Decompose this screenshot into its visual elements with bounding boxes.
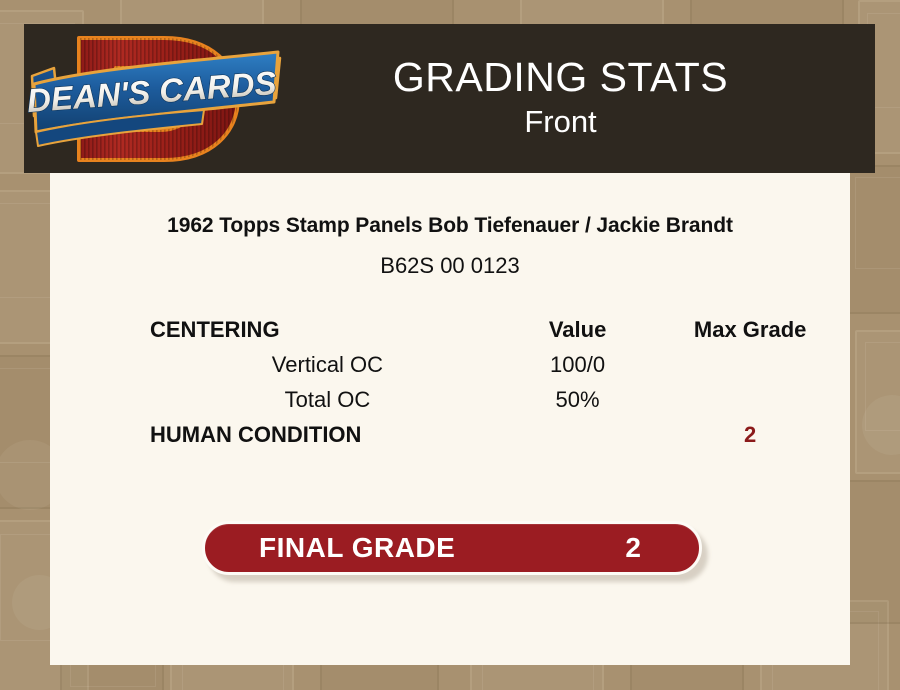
row-value-vertical-oc: 100/0 [550,352,606,377]
row-label-vertical-oc: Vertical OC [271,352,384,377]
column-header-value: Value [548,317,607,342]
final-grade-badge: FINAL GRADE 2 [202,521,702,575]
row-value-human-condition [505,417,650,452]
row-label-total-oc: Total OC [284,387,371,412]
row-max-grade-vertical-oc [650,347,850,382]
table-row: Total OC 50% [50,382,850,417]
header-title-block: GRADING STATS Front [286,52,875,142]
card-title: 1962 Topps Stamp Panels Bob Tiefenauer /… [167,214,733,237]
column-header-max-grade: Max Grade [693,317,807,342]
deans-cards-logo[interactable]: DEAN'S CARDS [24,24,286,173]
content-panel: 1962 Topps Stamp Panels Bob Tiefenauer /… [50,173,850,665]
table-row: HUMAN CONDITION 2 [50,417,850,452]
final-grade-container: FINAL GRADE 2 [202,521,708,582]
final-grade-value: 2 [625,532,641,563]
card-sku: B62S 00 0123 [380,253,520,278]
table-row: Vertical OC 100/0 [50,347,850,382]
row-max-grade-total-oc [650,382,850,417]
table-row: CENTERING Value Max Grade [50,312,850,347]
row-max-grade-human-condition: 2 [744,422,757,447]
column-header-centering: CENTERING [150,317,280,342]
grading-stats-table: CENTERING Value Max Grade Vertical OC 10… [50,312,850,452]
page-subtitle: Front [524,103,597,139]
final-grade-label: FINAL GRADE [259,532,456,563]
page-header: DEAN'S CARDS GRADING STATS Front [24,24,875,173]
row-label-human-condition: HUMAN CONDITION [150,422,362,447]
row-value-total-oc: 50% [555,387,600,412]
page-title: GRADING STATS [392,53,729,100]
